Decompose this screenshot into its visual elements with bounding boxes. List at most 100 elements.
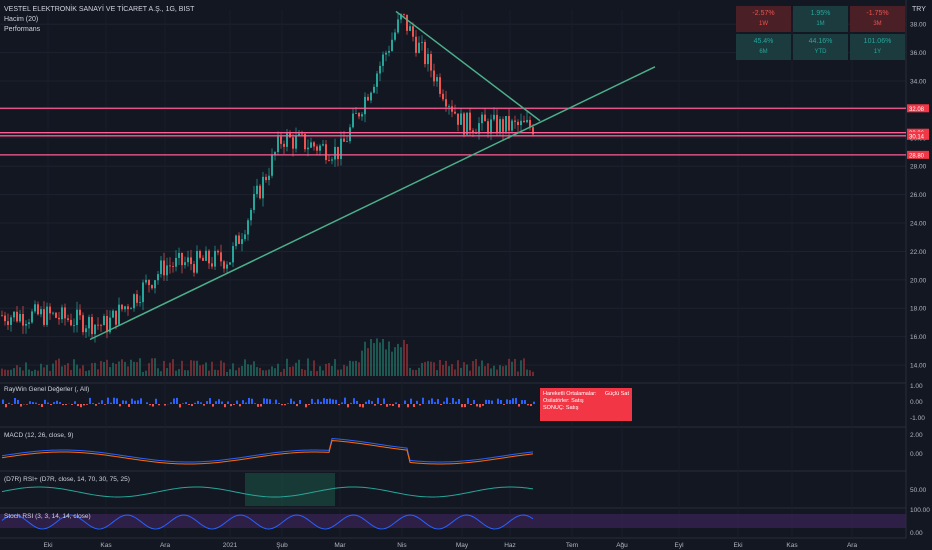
signal-result-label: SONUÇ: — [543, 405, 565, 411]
volume-bar — [313, 360, 315, 376]
volume-bar — [427, 361, 429, 376]
candle-body — [268, 175, 270, 181]
raywin-bar — [194, 402, 196, 404]
raywin-bar — [449, 403, 451, 404]
candle-body — [445, 99, 447, 107]
raywin-bar — [134, 400, 136, 404]
raywin-bar — [35, 402, 37, 404]
candle-body — [466, 112, 468, 135]
stoch-k-line — [1, 514, 534, 530]
candle-body — [31, 311, 33, 323]
candle-body — [154, 280, 156, 289]
candle-body — [172, 266, 174, 267]
candle-body — [454, 111, 456, 114]
candle-body — [70, 319, 72, 326]
candle-body — [43, 309, 45, 325]
candle-body — [142, 282, 144, 303]
volume-bar — [256, 367, 258, 376]
candle-body — [529, 119, 531, 128]
candle-body — [34, 304, 36, 312]
raywin-bar — [173, 398, 175, 404]
candle-body — [346, 141, 348, 142]
macd-pane-label: MACD (12, 26, close, 9) — [4, 432, 74, 439]
candle-body — [532, 127, 534, 135]
candle-body — [238, 235, 240, 244]
volume-bar — [487, 363, 489, 376]
candle-body — [313, 142, 315, 147]
raywin-bar — [116, 398, 118, 404]
raywin-bar — [515, 397, 517, 404]
volume-bar — [310, 370, 312, 376]
volume-bar — [1, 368, 3, 376]
candle-body — [481, 114, 483, 124]
volume-bar — [157, 368, 159, 376]
candle-body — [112, 310, 114, 318]
performance-period: 1Y — [873, 49, 882, 55]
raywin-bar — [407, 404, 409, 408]
candle-body — [124, 306, 126, 310]
raywin-bar — [476, 404, 478, 407]
candle-body — [82, 315, 84, 333]
volume-bar — [139, 358, 141, 376]
candle-body — [193, 264, 195, 273]
price-level-label: 28.80 — [909, 153, 925, 159]
raywin-bar — [188, 404, 190, 406]
volume-bar — [196, 360, 198, 376]
volume-bar — [292, 366, 294, 376]
raywin-bar — [365, 401, 367, 404]
candle-body — [478, 123, 480, 134]
volume-bar — [13, 368, 15, 376]
performance-period: YTD — [814, 49, 827, 55]
price-tick-label: 24.00 — [910, 221, 927, 228]
volume-bar — [307, 358, 309, 376]
raywin-bar — [287, 403, 289, 404]
volume-bar — [400, 347, 402, 376]
price-tick-label: 16.00 — [910, 334, 927, 341]
volume-bar — [322, 370, 324, 376]
signal-ma-label: Hareketli Ortalamalar: — [543, 391, 597, 397]
performance-value: -2.57% — [752, 10, 775, 17]
volume-bar — [31, 371, 33, 376]
raywin-bar — [203, 404, 205, 406]
raywin-bar — [89, 397, 91, 404]
candle-body — [64, 307, 66, 319]
volume-bar — [145, 370, 147, 376]
price-level-label: 30.14 — [909, 134, 925, 140]
volume-bar — [151, 358, 153, 376]
volume-bar — [460, 367, 462, 376]
raywin-bar — [11, 404, 13, 405]
volume-bar — [373, 343, 375, 376]
volume-bar — [370, 338, 372, 376]
candle-body — [151, 285, 153, 289]
candle-body — [247, 220, 249, 235]
volume-bar — [172, 359, 174, 376]
currency-label: TRY — [912, 6, 926, 13]
raywin-bar — [308, 404, 310, 405]
price-tick-label: 34.00 — [910, 79, 927, 86]
volume-bar — [22, 370, 24, 376]
volume-bar — [154, 358, 156, 376]
raywin-bar — [20, 404, 22, 407]
price-tick-label: 26.00 — [910, 192, 927, 199]
candle-body — [265, 176, 267, 181]
candle-body — [397, 19, 399, 33]
raywin-bar — [356, 400, 358, 404]
volume-bar — [268, 369, 270, 376]
volume-bar — [442, 364, 444, 376]
signal-result-value: Satış — [565, 405, 579, 411]
volume-bar — [385, 349, 387, 376]
raywin-bar — [83, 404, 85, 406]
candle-body — [202, 257, 204, 261]
raywin-bar — [461, 404, 463, 408]
raywin-bar — [113, 397, 115, 404]
raywin-bar — [218, 399, 220, 404]
raywin-bar — [398, 404, 400, 408]
candle-body — [472, 130, 474, 133]
raywin-bar — [428, 400, 430, 404]
volume-bar — [295, 362, 297, 376]
volume-bar — [25, 362, 27, 376]
raywin-bar — [197, 400, 199, 404]
price-level-badge — [907, 104, 929, 113]
performance-value: 45.4% — [753, 38, 774, 45]
